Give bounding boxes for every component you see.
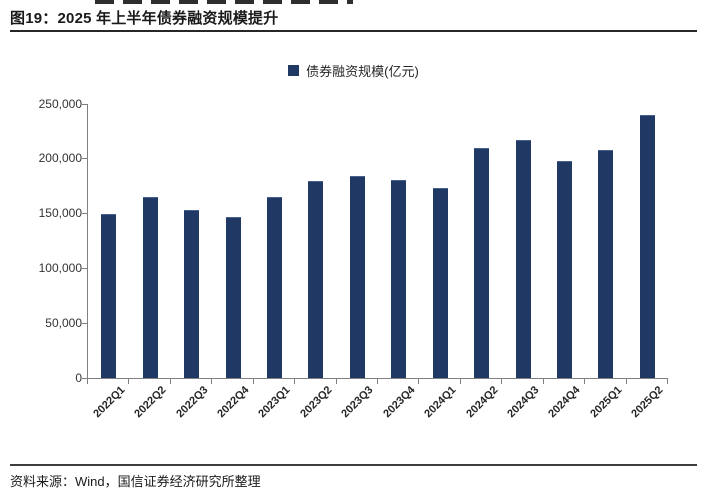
chart-legend: 债券融资规模(亿元)	[0, 61, 707, 80]
y-axis-tick	[82, 267, 87, 269]
x-axis-tick	[294, 379, 296, 384]
title-divider-line	[10, 30, 697, 32]
bar-2023Q4	[391, 180, 407, 378]
x-axis-tick	[625, 379, 627, 384]
x-axis-tick	[667, 379, 668, 384]
bar-2024Q1	[432, 187, 448, 378]
x-axis-tick	[501, 379, 503, 384]
bar-2024Q4	[556, 160, 572, 378]
x-axis-tick	[335, 379, 337, 384]
x-axis-tick	[169, 379, 171, 384]
source-note: 资料来源：Wind，国信证券经济研究所整理	[10, 474, 261, 489]
legend-series-label: 债券融资规模(亿元)	[306, 64, 419, 79]
y-axis-tick-label: 50,000	[45, 315, 82, 330]
y-axis-tick-label: 150,000	[38, 206, 82, 221]
bar-2022Q2	[142, 196, 158, 378]
footer-divider-line	[10, 464, 697, 466]
bar-2022Q3	[184, 210, 200, 378]
bar-2023Q1	[266, 196, 282, 378]
y-axis-tick-label: 200,000	[38, 151, 82, 166]
x-axis-tick	[418, 379, 420, 384]
bar-2022Q4	[225, 217, 241, 378]
x-axis-tick	[87, 379, 88, 384]
y-axis-tick	[82, 377, 87, 379]
x-axis-label: 2022Q1	[91, 384, 128, 421]
bar-2022Q1	[101, 214, 117, 378]
bar-2023Q3	[349, 175, 365, 378]
x-axis-line	[87, 378, 668, 379]
x-axis-tick	[542, 379, 544, 384]
x-axis-tick	[128, 379, 130, 384]
x-axis-tick	[377, 379, 378, 384]
y-axis-tick-label: 0	[75, 370, 82, 385]
y-axis-tick	[82, 213, 87, 215]
y-axis-tick	[82, 158, 87, 160]
y-axis-line	[87, 104, 88, 378]
bar-2024Q2	[474, 147, 490, 378]
bar-2025Q1	[598, 150, 614, 378]
x-axis-tick	[211, 379, 213, 384]
x-axis-tick	[252, 379, 254, 384]
x-axis-tick	[459, 379, 461, 384]
bar-2025Q2	[639, 114, 655, 378]
figure-title: 图19：2025 年上半年债券融资规模提升	[10, 10, 279, 27]
bar-2023Q2	[308, 180, 324, 378]
legend-swatch-icon	[288, 65, 300, 76]
y-axis-tick-label: 100,000	[38, 260, 82, 275]
y-axis-tick	[82, 103, 87, 105]
bar-chart: 0 50,000 100,000 150,000 200,000 250,000 2022Q…	[38, 96, 668, 421]
y-axis-tick-label: 250,000	[38, 96, 82, 111]
cropped-text-remnant	[95, 0, 353, 4]
bar-2024Q3	[515, 139, 531, 378]
x-axis-tick	[584, 379, 586, 384]
y-axis-tick	[82, 322, 87, 324]
